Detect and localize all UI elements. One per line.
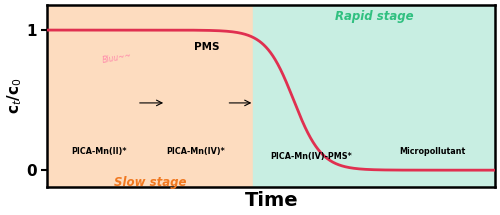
Text: Bluu~~: Bluu~~	[102, 51, 132, 65]
Bar	[254, 5, 495, 187]
Text: PICA-Mn(II)*: PICA-Mn(II)*	[71, 147, 126, 157]
Text: Micropollutant: Micropollutant	[400, 147, 466, 157]
Text: PMS: PMS	[194, 42, 219, 52]
Text: Rapid stage: Rapid stage	[335, 10, 413, 23]
Y-axis label: c$_t$/c$_0$: c$_t$/c$_0$	[5, 78, 24, 114]
Text: PICA-Mn(IV)-PMS*: PICA-Mn(IV)-PMS*	[270, 152, 352, 161]
Text: Slow stage: Slow stage	[114, 176, 186, 189]
X-axis label: Time: Time	[244, 191, 298, 210]
Bar	[48, 5, 254, 187]
Text: PICA-Mn(IV)*: PICA-Mn(IV)*	[166, 147, 224, 157]
